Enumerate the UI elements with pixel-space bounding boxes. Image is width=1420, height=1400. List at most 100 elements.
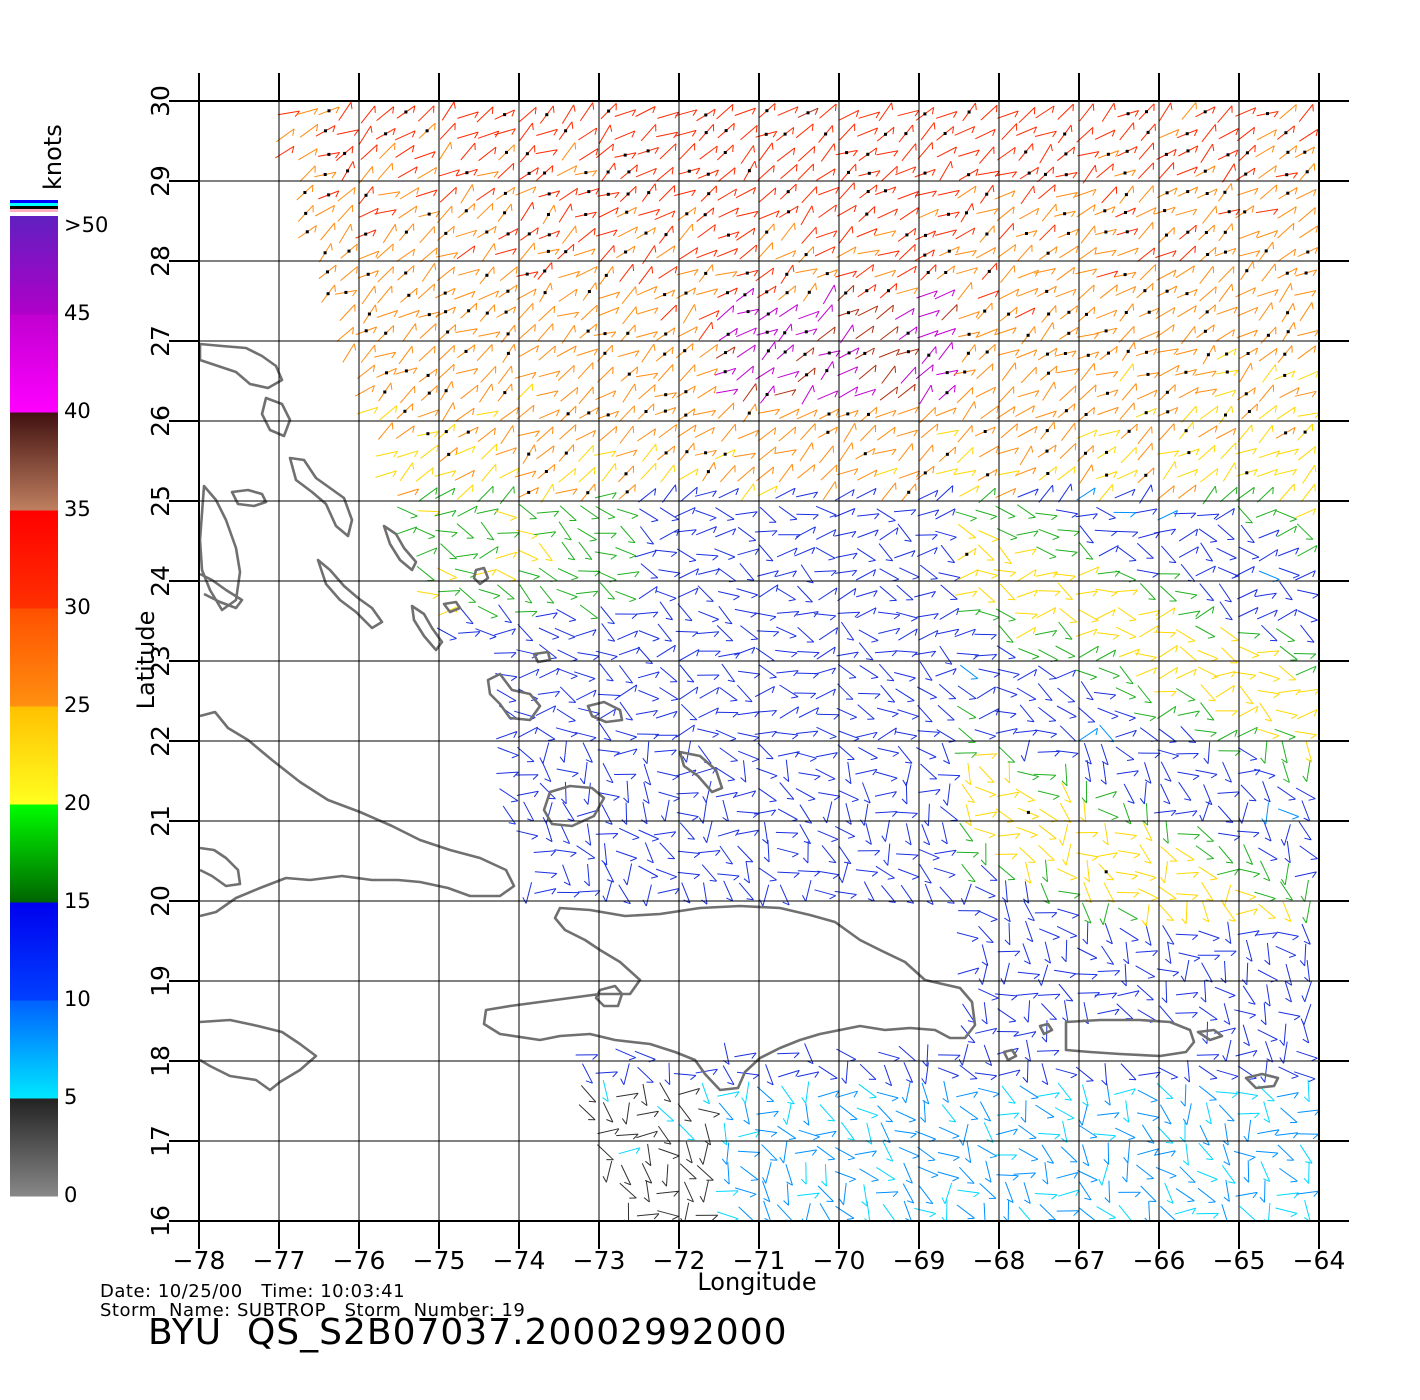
wind-barb — [1013, 244, 1017, 252]
wind-vector — [874, 791, 897, 797]
wind-vector — [1033, 773, 1056, 776]
wind-barb — [1126, 682, 1134, 685]
wind-vector — [657, 888, 680, 894]
wind-vector — [660, 304, 677, 321]
wind-barb — [1294, 448, 1299, 456]
wind-vector — [817, 1185, 834, 1202]
wind-barb — [983, 1118, 991, 1122]
wind-vector — [1178, 484, 1197, 499]
rain-flag-dot — [1064, 152, 1068, 156]
wind-vector — [1275, 945, 1297, 956]
wind-vector — [777, 1125, 797, 1139]
wind-barb — [1243, 1177, 1250, 1183]
wind-barb — [589, 539, 597, 542]
wind-vector — [1039, 144, 1052, 164]
wind-barb — [1231, 1027, 1236, 1035]
wind-barb — [695, 1088, 701, 1095]
wind-barb — [1216, 468, 1219, 476]
wind-barb — [595, 148, 599, 156]
wind-vector — [1298, 104, 1314, 123]
wind-vector — [457, 111, 479, 119]
rain-flag-dot — [426, 373, 430, 377]
wind-barb — [590, 617, 598, 620]
wind-vector — [577, 527, 597, 541]
wind-barb — [615, 207, 619, 215]
wind-vector — [1157, 450, 1179, 455]
wind-barb — [944, 662, 953, 665]
wind-barb — [610, 555, 617, 560]
wind-vector — [805, 1103, 810, 1126]
wind-vector — [1055, 645, 1076, 657]
wind-vector — [1158, 644, 1178, 658]
wind-barb — [775, 408, 780, 416]
wind-barb — [551, 888, 557, 895]
wind-vector — [975, 509, 997, 517]
wind-vector — [1075, 628, 1098, 637]
wind-barb — [1296, 387, 1300, 395]
wind-barb — [1313, 1190, 1319, 1197]
wind-vector — [1038, 1132, 1061, 1136]
cat-island-coastline — [382, 524, 418, 572]
wind-vector — [1258, 529, 1280, 539]
wind-vector — [915, 747, 937, 758]
wind-vector — [476, 187, 495, 201]
wind-barb — [868, 559, 876, 563]
wind-vector — [703, 1180, 709, 1203]
wind-barb — [663, 1099, 671, 1103]
wind-barb — [813, 464, 816, 472]
wind-vector — [840, 1121, 855, 1141]
wind-barb — [1071, 350, 1077, 357]
rain-flag-dot — [1244, 392, 1248, 396]
wind-vector — [1282, 761, 1290, 783]
wind-vector — [756, 630, 779, 633]
wind-barb — [715, 344, 718, 352]
wind-barb — [931, 650, 937, 657]
wind-vector — [855, 768, 878, 775]
wind-barb — [732, 792, 738, 799]
wind-vector — [1306, 759, 1311, 782]
wind-barb — [513, 771, 519, 778]
wind-vector — [438, 169, 460, 177]
wind-barb — [1052, 410, 1057, 418]
wind-barb — [370, 125, 373, 133]
wind-vector — [677, 424, 697, 438]
wind-barb — [1268, 775, 1276, 779]
wind-vector — [776, 847, 799, 855]
wind-barb — [1012, 728, 1018, 735]
rain-flag-dot — [867, 412, 870, 416]
wind-barb — [1223, 1196, 1230, 1202]
wind-vector — [516, 830, 538, 837]
wind-barb — [774, 446, 777, 454]
wind-barb — [573, 345, 577, 353]
wind-barb — [1152, 1116, 1159, 1122]
wind-vector — [866, 1201, 871, 1221]
wind-vector — [1136, 984, 1154, 1001]
wind-vector — [1139, 330, 1160, 341]
wind-vector — [614, 109, 636, 117]
wind-barb — [452, 306, 456, 314]
wind-barb — [1210, 1018, 1218, 1021]
wind-barb — [1208, 699, 1216, 702]
wind-barb — [752, 227, 756, 236]
wind-barb — [655, 671, 660, 679]
rain-flag-dot — [706, 470, 710, 474]
wind-vector — [978, 766, 995, 783]
wind-barb — [652, 698, 659, 702]
rain-flag-dot — [427, 212, 431, 216]
wind-barb — [1132, 185, 1135, 193]
wind-barb — [1232, 248, 1237, 255]
wind-barb — [1233, 163, 1236, 171]
wind-vector — [717, 402, 735, 419]
wind-barb — [703, 1100, 710, 1105]
wind-vector — [876, 150, 899, 156]
wind-vector — [815, 688, 836, 700]
wind-barb — [732, 305, 735, 313]
wind-barb — [890, 777, 898, 782]
wind-barb — [713, 631, 720, 638]
wind-barb — [653, 1213, 660, 1220]
wind-vector — [858, 692, 881, 695]
wind-barb — [793, 611, 800, 617]
wind-vector — [1178, 546, 1199, 558]
wind-vector — [754, 685, 775, 698]
rain-flag-dot — [1106, 391, 1109, 395]
